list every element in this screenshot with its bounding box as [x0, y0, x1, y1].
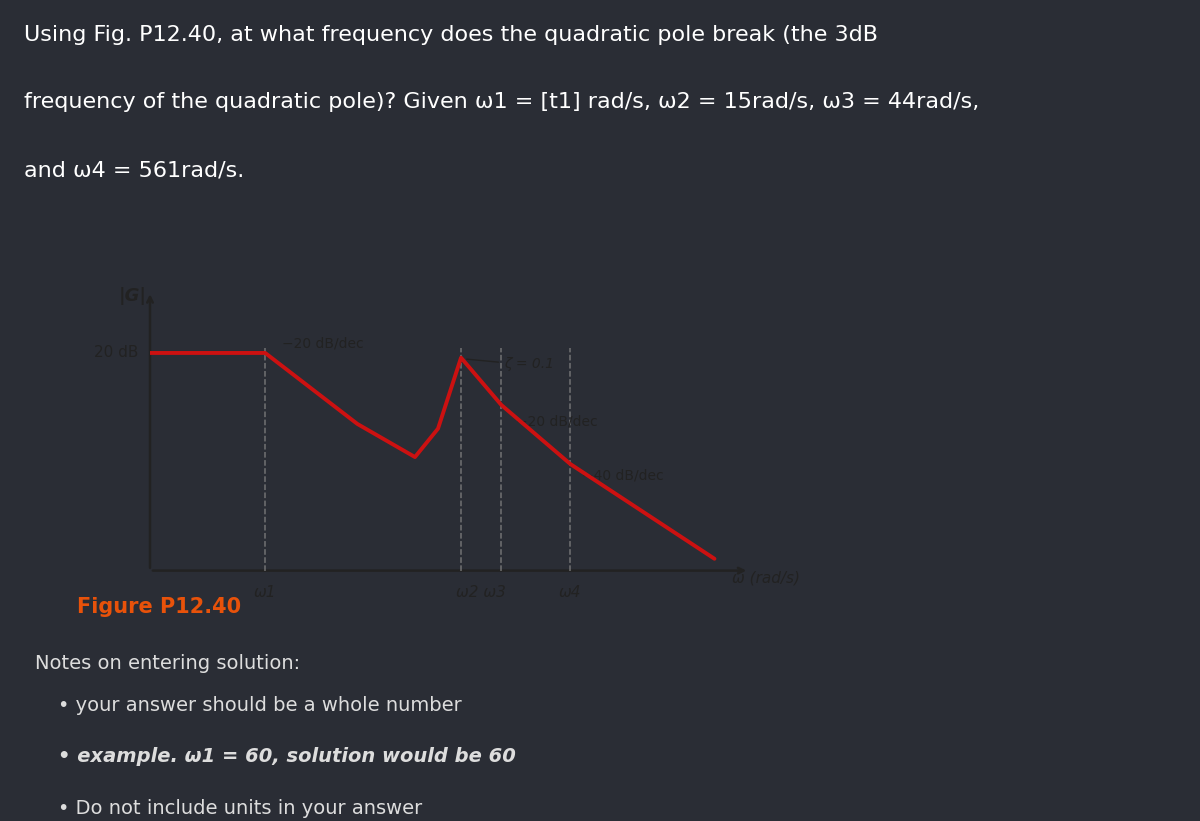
Text: frequency of the quadratic pole)? Given ω1 = [t1] rad/s, ω2 = 15rad/s, ω3 = 44ra: frequency of the quadratic pole)? Given …: [24, 93, 979, 112]
Text: ω2 ω3: ω2 ω3: [456, 585, 506, 600]
Text: • example. ω1 = 60, solution would be 60: • example. ω1 = 60, solution would be 60: [58, 747, 516, 766]
Text: Figure P12.40: Figure P12.40: [77, 597, 241, 617]
Text: ω4: ω4: [559, 585, 582, 600]
Text: and ω4 = 561rad/s.: and ω4 = 561rad/s.: [24, 160, 245, 180]
Text: ω1: ω1: [254, 585, 276, 600]
Text: Using Fig. P12.40, at what frequency does the quadratic pole break (the 3dB: Using Fig. P12.40, at what frequency doe…: [24, 25, 878, 44]
Text: • Do not include units in your answer: • Do not include units in your answer: [58, 799, 422, 818]
Text: Notes on entering solution:: Notes on entering solution:: [36, 654, 300, 673]
Text: ζ = 0.1: ζ = 0.1: [504, 356, 554, 370]
Text: −40 dB/dec: −40 dB/dec: [582, 469, 664, 483]
Text: −20 dB/dec: −20 dB/dec: [516, 415, 598, 429]
Text: −20 dB/dec: −20 dB/dec: [282, 337, 364, 351]
Text: • your answer should be a whole number: • your answer should be a whole number: [58, 695, 462, 714]
Text: |G|: |G|: [119, 287, 146, 305]
Text: ω (rad/s): ω (rad/s): [732, 571, 800, 585]
Text: 20 dB: 20 dB: [94, 346, 138, 360]
